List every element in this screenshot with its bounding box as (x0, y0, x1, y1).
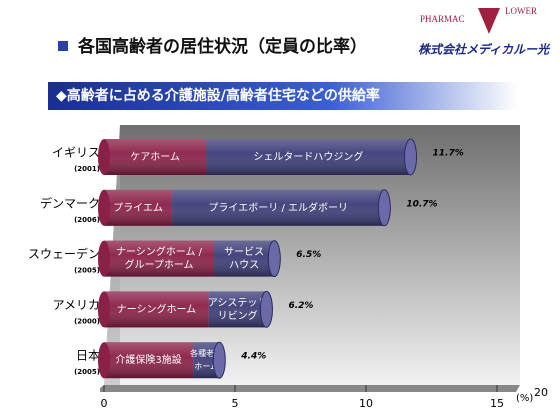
category-label: 日本 (76, 349, 100, 363)
category-label: デンマーク (40, 195, 100, 210)
axis-corner-label: 20 (534, 386, 548, 399)
bar-shade (172, 189, 385, 226)
category-label: アメリカ (53, 298, 100, 312)
bar-shade (206, 139, 411, 175)
subtitle-band (48, 82, 518, 110)
segment-label: シェルタードハウジング (253, 150, 363, 163)
segment-label: プライエム (113, 202, 163, 214)
segment-label: プライエボーリ / エルダボーリ (208, 201, 348, 214)
bar-cap (98, 139, 110, 175)
category-year: (2005) (74, 368, 100, 376)
logo: PHARMAC (420, 14, 465, 24)
segment-label: サービス (224, 246, 264, 258)
segment-label: ナーシングホーム (117, 302, 197, 315)
bar-cap (377, 189, 391, 227)
total-label: 6.2% (288, 301, 313, 311)
bar-shade (214, 240, 275, 277)
floor (100, 385, 520, 392)
segment-label: ホーム (194, 362, 218, 371)
bar-cap (259, 290, 273, 328)
company: 株式会社メディカルー光 (418, 43, 551, 57)
category-year: (2006) (74, 216, 100, 224)
total-label: 6.5% (296, 250, 321, 260)
bar-cap (98, 240, 110, 277)
segment-label: ハウス (229, 259, 259, 271)
bar-cap (267, 240, 281, 278)
total-label: 10.7% (406, 199, 437, 209)
bar-shade (104, 189, 173, 226)
bar-shade (104, 139, 207, 175)
segment-label: アシステッド (208, 298, 268, 309)
subtitle: ◆高齢者に占める介護施設/高齢者住宅などの供給率 (56, 87, 380, 104)
bar-cap (98, 342, 110, 379)
category-label: スウェーデン (28, 246, 100, 261)
logo-mark (478, 8, 500, 34)
bar-shade (104, 291, 209, 328)
category-year: (2001) (74, 165, 100, 173)
category-year: (2000) (74, 317, 100, 325)
segment-label: 介護保険3施設 (115, 353, 181, 366)
category-label: イギリス (52, 146, 100, 160)
segment-label: 各種老人 (190, 348, 222, 358)
bar-shade (104, 342, 194, 379)
x-tick-label: 0 (101, 397, 108, 410)
bar-shade (208, 291, 267, 328)
bullet (58, 41, 68, 51)
bar-cap (98, 291, 110, 328)
x-unit: (%) (516, 393, 533, 404)
bar-cap (98, 189, 110, 226)
bar-cap (404, 138, 418, 176)
segment-label: ナーシングホーム / (116, 245, 203, 258)
x-tick-label: 15 (490, 397, 504, 410)
category-year: (2005) (74, 267, 100, 275)
logo: LOWER (505, 6, 537, 16)
total-label: 4.4% (240, 352, 266, 362)
segment-label: ケアホーム (130, 151, 180, 163)
segment-label: グループホーム (124, 258, 193, 271)
bar-shade (104, 240, 215, 277)
total-label: 11.7% (433, 149, 464, 159)
bar-cap (212, 341, 226, 379)
segment-label: リビング (218, 309, 258, 322)
x-tick-label: 5 (232, 397, 239, 410)
title: 各国高齢者の居住状況（定員の比率） (77, 36, 367, 57)
x-tick-label: 10 (359, 397, 373, 410)
